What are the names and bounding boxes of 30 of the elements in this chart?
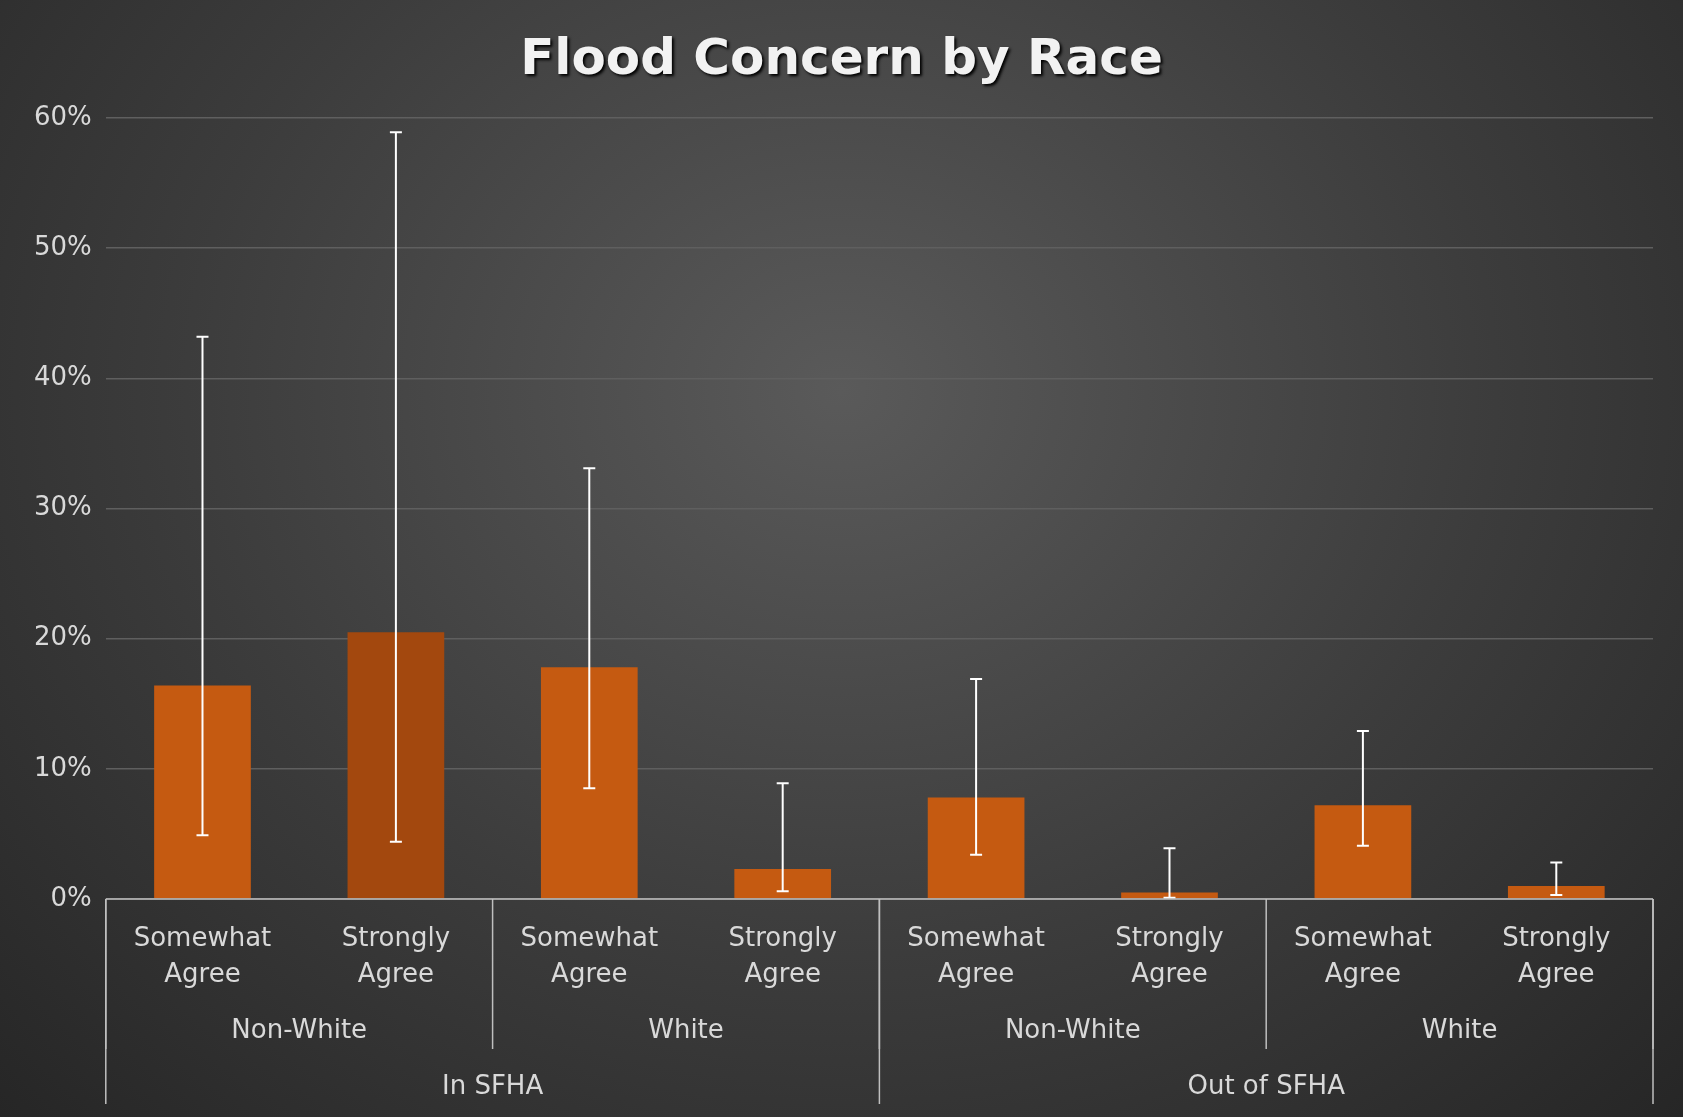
x-tick-label: Somewhat Agree <box>907 921 1045 988</box>
bar <box>540 667 638 899</box>
y-tick-label: 30% <box>33 491 92 522</box>
bar <box>734 869 832 899</box>
x-tick-label: Somewhat Agree <box>133 921 272 988</box>
x-tick-label: Somewhat Agree <box>520 921 659 988</box>
chart-title: Flood Concern by Race <box>519 28 1164 86</box>
text: Non-White <box>1004 1013 1141 1044</box>
bar <box>154 685 251 899</box>
bar <box>927 797 1025 899</box>
y-tick-label: 20% <box>33 621 92 652</box>
y-tick-label: 10% <box>33 751 92 782</box>
text: Non-White <box>231 1013 368 1044</box>
text: White <box>648 1013 724 1044</box>
x-tick-label: Somewhat Agree <box>1294 921 1432 988</box>
bar <box>1507 885 1605 899</box>
bar <box>1121 892 1218 899</box>
x-tick-label: Strongly Agree <box>341 921 451 988</box>
x-tick-label: Strongly Agree <box>1115 921 1224 988</box>
text: Out of SFHA <box>1187 1069 1346 1100</box>
y-tick-label: 50% <box>33 230 92 261</box>
x-tick-label: Strongly Agree <box>728 921 837 988</box>
x-tick-label: Strongly Agree <box>1502 921 1611 988</box>
y-tick-label: 60% <box>33 100 92 131</box>
y-tick-label: 0% <box>50 881 92 912</box>
bar <box>1314 805 1412 899</box>
text: In SFHA <box>441 1069 544 1100</box>
bar <box>347 632 445 899</box>
y-tick-label: 40% <box>33 361 92 392</box>
text: White <box>1421 1013 1498 1044</box>
